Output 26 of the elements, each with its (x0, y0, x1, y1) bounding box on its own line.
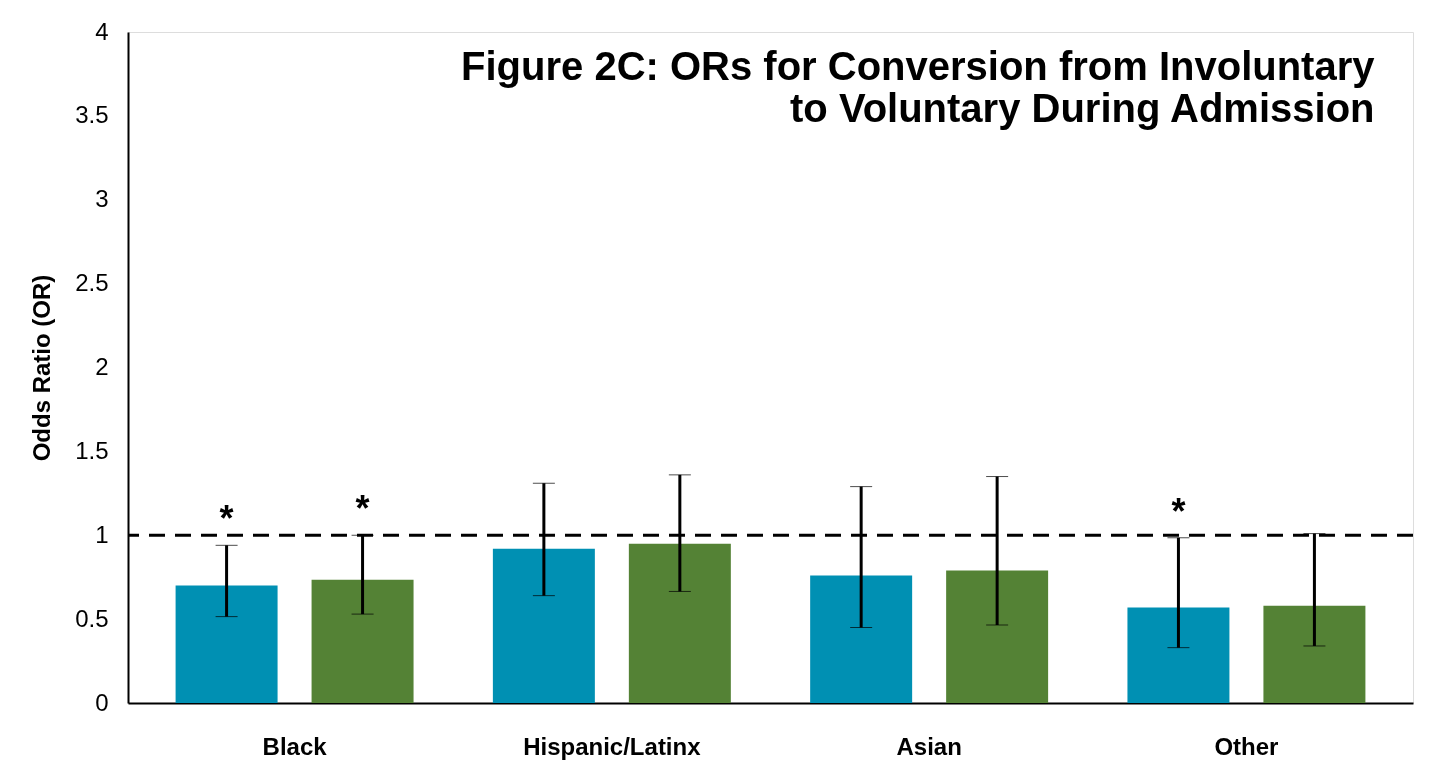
y-axis-title: Odds Ratio (OR) (28, 274, 56, 462)
bar (946, 570, 1049, 703)
x-tick-label: Hispanic/Latinx (523, 732, 702, 760)
y-tick-label: 2.5 (75, 269, 109, 297)
text: Figure 2C: ORs for Conversion from Involuntary to Voluntary During Admission (461, 44, 1376, 130)
y-tick-label: 3.5 (75, 101, 109, 129)
bar (492, 548, 595, 703)
bar (1127, 607, 1230, 703)
y-tick-label: 1 (95, 520, 109, 548)
bar (311, 579, 414, 703)
y-tick-label: 0 (95, 688, 109, 716)
bar (810, 575, 913, 703)
x-tick-label: Other (1214, 732, 1279, 760)
data-label: * (1171, 490, 1186, 532)
y-tick-label: 2 (95, 353, 109, 380)
y-tick-label: 0.5 (75, 604, 109, 632)
y-tick-label: 1.5 (75, 436, 109, 464)
x-tick-label: Black (262, 732, 328, 760)
y-tick-label: 4 (95, 17, 109, 45)
x-tick-label: Asian (896, 732, 962, 760)
bar (175, 585, 278, 703)
bar (628, 543, 731, 703)
data-label: * (219, 498, 234, 540)
y-tick-label: 3 (95, 185, 109, 213)
bar (1263, 605, 1366, 703)
data-label: * (355, 488, 370, 530)
